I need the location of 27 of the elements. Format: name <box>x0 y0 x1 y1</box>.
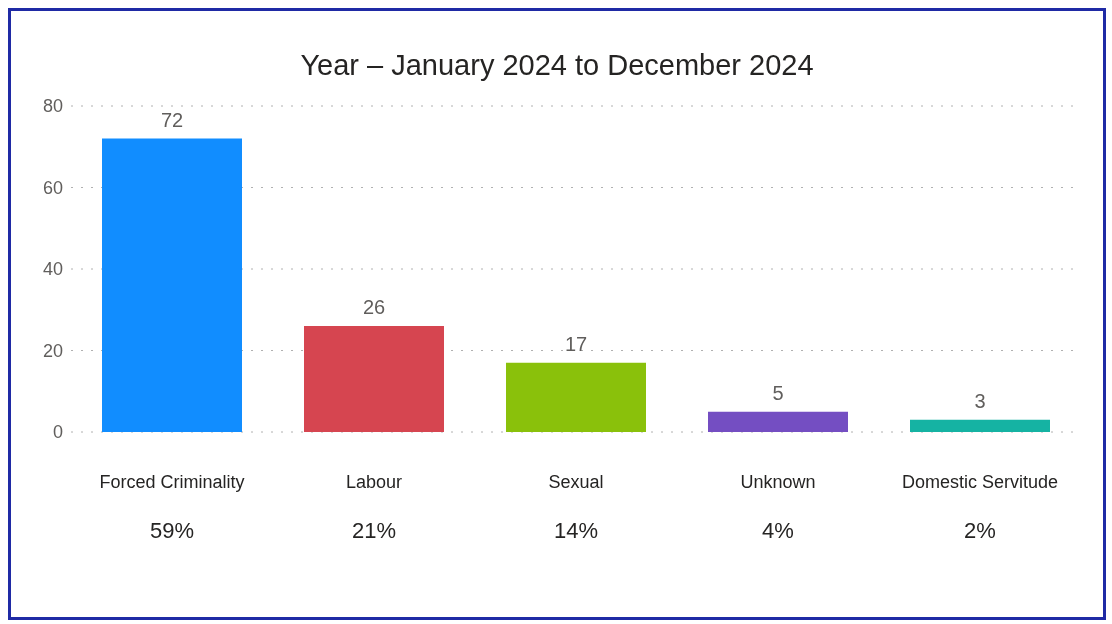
y-tick-label: 20 <box>42 340 63 361</box>
chart-title: Year – January 2024 to December 2024 <box>299 49 815 82</box>
x-tick-label: Labour <box>345 472 403 492</box>
bar <box>910 419 1050 432</box>
data-label: 26 <box>362 296 386 319</box>
text: 59% <box>149 518 195 543</box>
bar <box>102 138 242 432</box>
x-tick-label: Unknown <box>740 472 816 492</box>
bar <box>304 326 444 432</box>
bar <box>506 362 646 432</box>
data-label: 17 <box>564 332 588 355</box>
text: 2% <box>964 518 996 543</box>
x-tick-label: Sexual <box>548 472 604 492</box>
data-label: 5 <box>772 381 784 404</box>
y-tick-label: 80 <box>42 96 63 117</box>
bar <box>708 411 848 432</box>
frame: Year – January 2024 to December 2024 Forced Criminality 59% Labour 21% Sexual 14% Unknown 4% Domestic Servitude 2% 0 20 40 60 80 72 26 17 5 3 <box>8 8 1106 620</box>
text: 21% <box>351 518 397 543</box>
data-label: 72 <box>160 108 184 131</box>
text: 4% <box>762 518 794 543</box>
y-tick-label: 40 <box>42 259 63 280</box>
x-tick-label: Domestic Servitude <box>901 472 1059 492</box>
data-label: 3 <box>974 389 986 412</box>
x-tick-label: Forced Criminality <box>99 472 245 492</box>
y-tick-label: 0 <box>52 422 63 443</box>
y-tick-label: 60 <box>42 177 63 198</box>
text: 14% <box>553 518 599 543</box>
